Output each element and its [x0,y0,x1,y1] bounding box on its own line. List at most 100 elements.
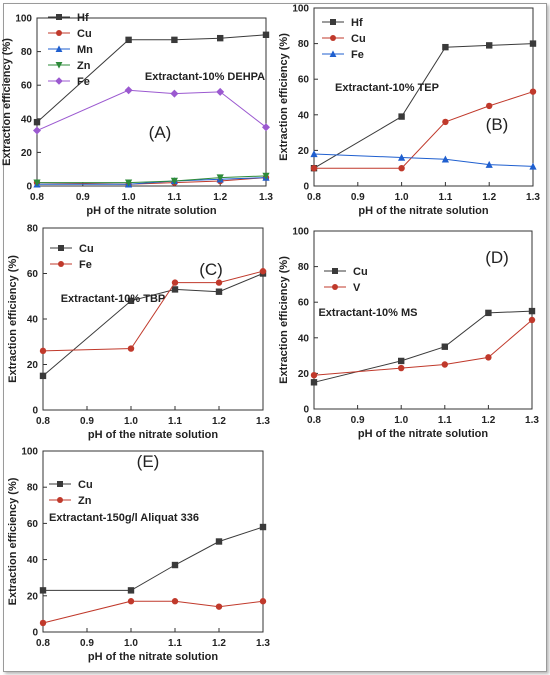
legend-marker [55,45,63,52]
x-tick-label: 0.8 [307,192,321,203]
series-line-zn [42,600,264,624]
series-line-cu [313,310,533,383]
data-point-cu [171,286,179,293]
data-point-cu [310,165,318,172]
plot-frame [42,227,264,411]
data-point-fe [124,86,133,95]
data-point-zn [259,598,267,605]
legend-marker [58,261,64,267]
data-point-fe [262,123,270,132]
data-point-fe [216,87,225,96]
x-tick-label: 0.9 [76,192,90,203]
series-line-fe [313,153,534,167]
panel-e: 0.8 0.9 1.0 1.1 1.2 1.3 0 20 40 60 80 100 pH of the … [7,447,270,664]
data-point-hf [217,34,224,42]
legend-marker [58,245,64,251]
plot-frame [42,450,264,633]
y-tick-label: 40 [21,114,33,125]
panel-label: (D) [485,248,509,267]
legend-marker [332,284,338,290]
y-axis-title: Extraction efficiency (%) [7,255,19,383]
legend-label: Zn [77,60,91,72]
series-line-cu [42,273,264,377]
legend-label: Cu [78,479,93,491]
x-tick-label: 0.8 [30,192,44,203]
legend-marker [330,35,336,41]
legend-marker [329,50,337,57]
extractant-annotation: Extractant-10% TBP [61,293,166,305]
data-point-fe [170,89,179,98]
x-tick-label: 1.1 [167,192,181,203]
y-tick-label: 80 [27,483,39,494]
panel-c: 0.8 0.9 1.0 1.1 1.2 1.3 0 20 40 60 80 pH of the nit… [7,224,270,442]
y-tick-label: 60 [298,298,310,309]
legend-label: Fe [77,76,90,88]
x-tick-label: 1.2 [482,192,496,203]
x-tick-label: 1.3 [526,192,540,203]
legend-marker [332,268,338,274]
data-point-hf [125,36,132,44]
x-axis-title: pH of the nitrate solution [88,429,218,441]
panel-label: (E) [137,452,160,471]
y-tick-label: 0 [303,405,309,416]
x-axis-title: pH of the nitrate solution [358,428,488,440]
x-tick-label: 0.9 [80,638,94,649]
x-tick-label: 0.9 [80,416,94,427]
data-point-v [310,371,318,379]
y-tick-label: 100 [292,227,309,238]
x-tick-label: 1.2 [481,415,495,426]
y-tick-label: 100 [292,4,309,15]
legend-marker [55,62,63,69]
legend-label: Cu [77,28,92,40]
legend-label: Cu [79,243,94,255]
data-point-zn [215,603,223,610]
data-point-cu [486,102,493,110]
y-tick-label: 80 [298,262,310,273]
x-tick-label: 1.3 [259,192,273,203]
y-tick-label: 0 [32,406,38,417]
data-point-fe [127,345,135,352]
data-point-cu [215,538,223,545]
x-tick-label: 0.8 [36,638,50,649]
x-tick-label: 1.1 [168,416,182,427]
data-point-fe [529,162,537,170]
legend-label: Mn [77,44,93,56]
data-point-zn [262,172,270,180]
data-point-cu [441,343,448,350]
x-tick-label: 1.0 [124,416,138,427]
extractant-annotation: Extractant-10% MS [318,307,417,319]
x-tick-label: 1.0 [124,638,138,649]
x-tick-label: 1.2 [212,416,226,427]
y-tick-label: 60 [298,75,310,86]
legend-label: Fe [351,49,364,61]
series-line-v [313,319,533,376]
data-point-v [398,364,405,372]
data-point-zn [127,598,135,605]
y-tick-label: 20 [21,148,33,159]
data-point-cu [39,587,47,594]
y-tick-label: 100 [21,447,38,458]
y-tick-label: 60 [21,81,33,92]
legend-marker [57,497,63,503]
x-tick-label: 1.0 [395,192,409,203]
data-point-cu [398,357,405,365]
panel-label: (C) [199,260,223,279]
legend-label: Cu [353,266,368,278]
data-point-cu [442,118,449,126]
data-point-cu [39,372,47,380]
y-axis-title: Extraction efficiency (%) [1,38,13,166]
y-tick-label: 40 [298,110,310,121]
x-axis-title: pH of the nitrate solution [86,205,216,217]
legend-label: Hf [77,12,89,24]
data-point-cu [127,587,135,594]
legend-marker [55,77,63,85]
x-tick-label: 1.3 [256,416,270,427]
extractant-annotation: Extractant-150g/l Aliquat 336 [49,512,199,524]
y-axis-title: Extraction efficiency (%) [278,33,290,161]
legend-marker [56,14,62,20]
y-axis-title: Extraction efficiency (%) [7,477,19,605]
data-point-zn [171,598,179,605]
data-point-fe [215,279,223,286]
x-tick-label: 1.0 [394,415,408,426]
series-line-fe [42,270,264,352]
